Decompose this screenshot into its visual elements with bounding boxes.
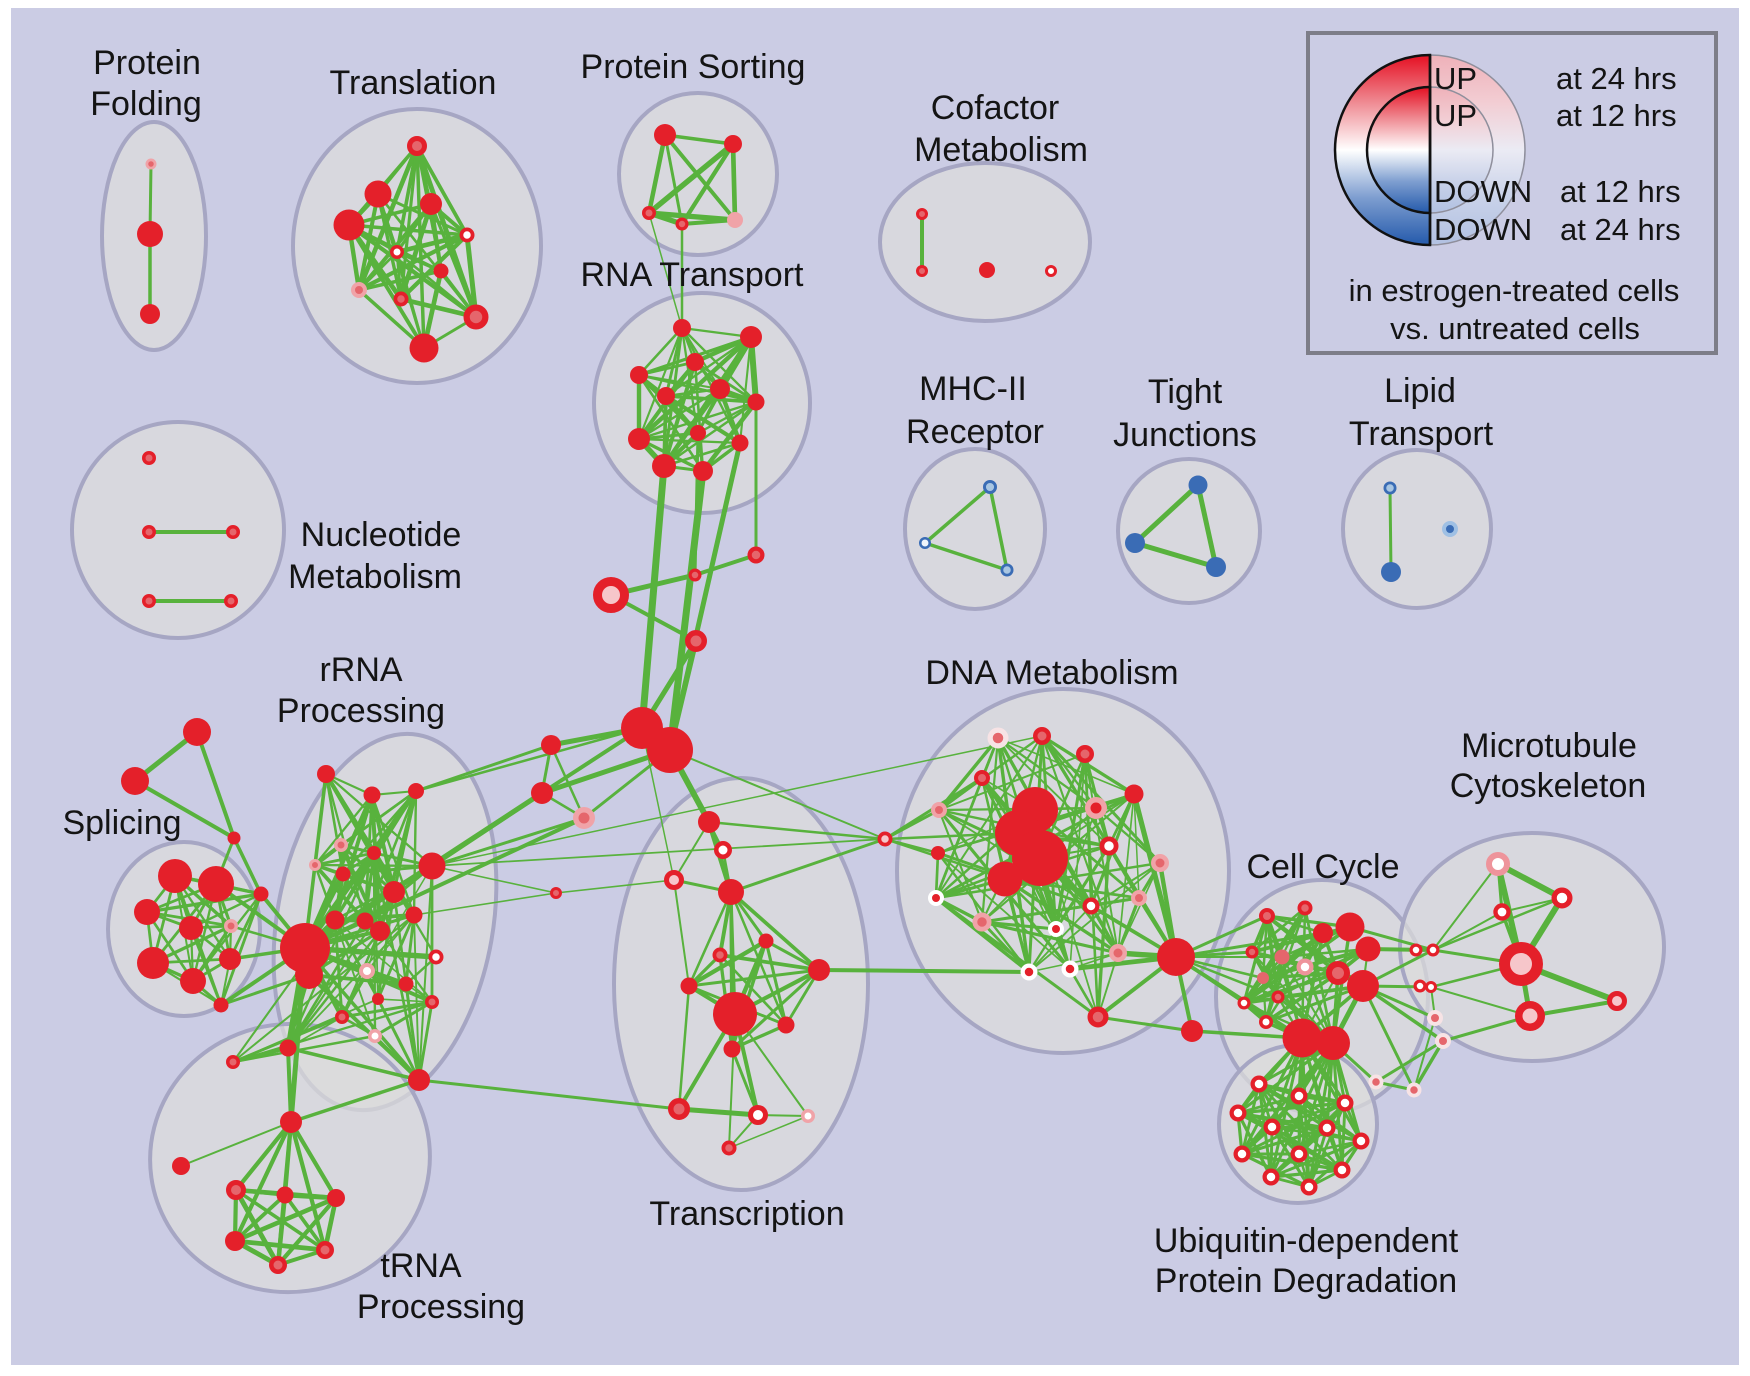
svg-text:Processing: Processing [357, 1288, 525, 1326]
svg-text:DOWN: DOWN [1434, 174, 1532, 209]
svg-text:at 24 hrs: at 24 hrs [1560, 212, 1681, 247]
svg-text:Ubiquitin-dependent: Ubiquitin-dependent [1154, 1222, 1459, 1260]
svg-text:vs. untreated cells: vs. untreated cells [1390, 311, 1640, 346]
svg-text:Processing: Processing [277, 692, 445, 730]
svg-text:Metabolism: Metabolism [914, 131, 1088, 169]
svg-text:Microtubule: Microtubule [1461, 727, 1637, 765]
svg-text:Cytoskeleton: Cytoskeleton [1450, 767, 1647, 805]
svg-text:Translation: Translation [330, 64, 497, 102]
svg-text:Splicing: Splicing [62, 804, 181, 842]
svg-text:UP: UP [1434, 61, 1477, 96]
svg-text:at 12 hrs: at 12 hrs [1560, 174, 1681, 209]
svg-text:Receptor: Receptor [906, 413, 1044, 451]
svg-text:Cofactor: Cofactor [931, 89, 1060, 127]
svg-text:Nucleotide: Nucleotide [301, 516, 462, 554]
svg-text:UP: UP [1434, 98, 1477, 133]
svg-text:rRNA: rRNA [319, 651, 402, 689]
svg-text:Metabolism: Metabolism [288, 558, 462, 596]
svg-text:at 24 hrs: at 24 hrs [1556, 61, 1677, 96]
svg-text:Protein Sorting: Protein Sorting [581, 48, 806, 86]
svg-text:Transcription: Transcription [649, 1195, 844, 1233]
svg-text:Protein: Protein [93, 44, 201, 82]
svg-text:Folding: Folding [90, 85, 202, 123]
svg-text:Cell Cycle: Cell Cycle [1246, 848, 1399, 886]
svg-text:Lipid: Lipid [1384, 372, 1456, 410]
svg-text:DNA Metabolism: DNA Metabolism [925, 654, 1178, 692]
svg-text:Tight: Tight [1148, 373, 1223, 411]
svg-text:at 12 hrs: at 12 hrs [1556, 98, 1677, 133]
svg-text:RNA Transport: RNA Transport [581, 256, 805, 294]
svg-text:tRNA: tRNA [380, 1247, 462, 1285]
svg-text:Junctions: Junctions [1113, 416, 1257, 454]
svg-text:in estrogen-treated cells: in estrogen-treated cells [1349, 273, 1680, 308]
svg-text:Transport: Transport [1349, 415, 1494, 453]
svg-text:DOWN: DOWN [1434, 212, 1532, 247]
svg-text:Protein Degradation: Protein Degradation [1155, 1262, 1457, 1300]
svg-text:MHC-II: MHC-II [919, 370, 1027, 408]
